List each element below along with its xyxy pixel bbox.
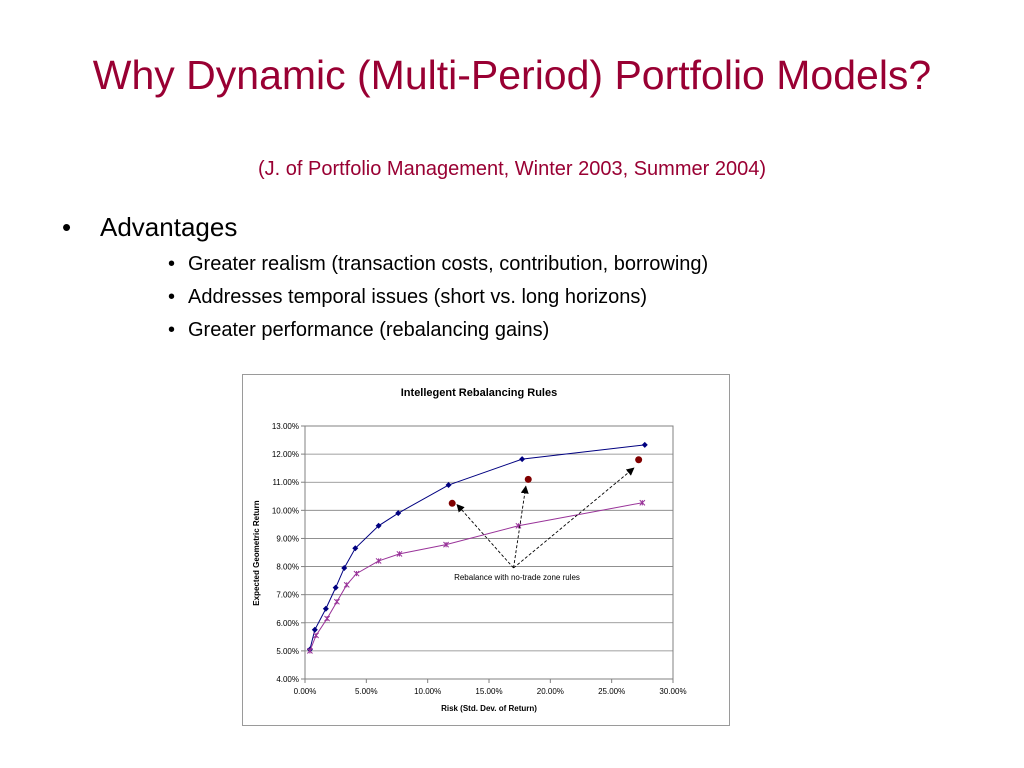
- x-tick-label: 5.00%: [355, 687, 378, 696]
- y-tick-label: 11.00%: [272, 478, 299, 487]
- bullet-dot-icon: •: [168, 319, 176, 341]
- y-tick-label: 12.00%: [272, 450, 299, 459]
- data-point: [375, 522, 382, 529]
- data-point: [341, 564, 348, 571]
- x-axis-title: Risk (Std. Dev. of Return): [441, 704, 537, 713]
- grid-lines: [305, 453, 673, 652]
- data-point: [395, 510, 402, 517]
- axis-ticks: 4.00% 5.00% 6.00% 7.00% 8.00% 9.00% 10.00% 11.0…: [272, 422, 687, 696]
- y-tick-label: 4.00%: [276, 675, 299, 684]
- bullet-text: Addresses temporal issues (short vs. lon…: [188, 286, 648, 308]
- data-point: [375, 557, 382, 564]
- bullet-text: Greater performance (rebalancing gains): [188, 319, 550, 341]
- y-tick-label: 8.00%: [276, 563, 299, 572]
- series-line: [309, 444, 645, 650]
- data-point: [641, 441, 648, 448]
- chart-title: Intellegent Rebalancing Rules: [401, 387, 557, 399]
- annotation-arrow: [513, 467, 635, 569]
- rebalancing-chart: Intellegent Rebalancing Rules 4.00% 5.00%…: [252, 387, 687, 713]
- data-point: [639, 499, 646, 506]
- x-tick-label: 15.00%: [475, 687, 502, 696]
- data-point: [332, 584, 339, 591]
- slide-subtitle: (J. of Portfolio Management, Winter 2003…: [257, 158, 766, 180]
- data-point: [343, 581, 350, 588]
- y-tick-label: 7.00%: [276, 591, 299, 600]
- x-tick-label: 10.00%: [414, 687, 441, 696]
- data-point: [396, 550, 403, 557]
- bullet-dot-icon: •: [168, 286, 176, 308]
- bullet-text: Advantages: [100, 212, 238, 242]
- y-tick-label: 10.00%: [272, 506, 299, 515]
- series-layer: [306, 441, 648, 654]
- annotation-layer: [456, 467, 635, 569]
- series-2: [306, 499, 646, 654]
- data-point: [443, 541, 450, 548]
- slide-title: Why Dynamic (Multi-Period) Portfolio Mod…: [92, 52, 932, 98]
- annotation-arrow: [513, 485, 529, 569]
- data-point: [352, 545, 359, 552]
- bullet-dot-icon: •: [168, 253, 176, 275]
- data-point: [519, 456, 526, 463]
- y-tick-label: 9.00%: [276, 534, 299, 543]
- x-tick-label: 25.00%: [598, 687, 625, 696]
- series-3: [448, 456, 643, 507]
- x-tick-label: 20.00%: [537, 687, 564, 696]
- y-tick-label: 13.00%: [272, 422, 299, 431]
- bullet-dot-icon: •: [62, 212, 72, 242]
- data-point: [311, 626, 318, 633]
- x-tick-label: 0.00%: [294, 687, 317, 696]
- x-tick-label: 30.00%: [659, 687, 686, 696]
- y-axis-title: Expected Geometric Return: [252, 500, 261, 605]
- y-tick-label: 6.00%: [276, 619, 299, 628]
- data-point: [524, 475, 532, 483]
- annotation-text: Rebalance with no-trade zone rules: [454, 573, 580, 582]
- annotation-arrow: [456, 503, 514, 569]
- data-point: [313, 632, 319, 639]
- data-point: [324, 615, 331, 622]
- data-point: [448, 499, 456, 507]
- data-point: [306, 647, 313, 654]
- data-point: [333, 598, 340, 605]
- y-tick-label: 5.00%: [276, 647, 299, 656]
- bullet-text: Greater realism (transaction costs, cont…: [188, 253, 709, 275]
- data-point: [353, 570, 360, 577]
- plot-area: [304, 425, 674, 680]
- series-1: [306, 441, 648, 653]
- data-point: [635, 456, 643, 464]
- chart-frame: Intellegent Rebalancing Rules 4.00% 5.00%…: [242, 374, 730, 726]
- data-point: [515, 522, 522, 529]
- data-point: [445, 482, 452, 489]
- data-point: [322, 605, 329, 612]
